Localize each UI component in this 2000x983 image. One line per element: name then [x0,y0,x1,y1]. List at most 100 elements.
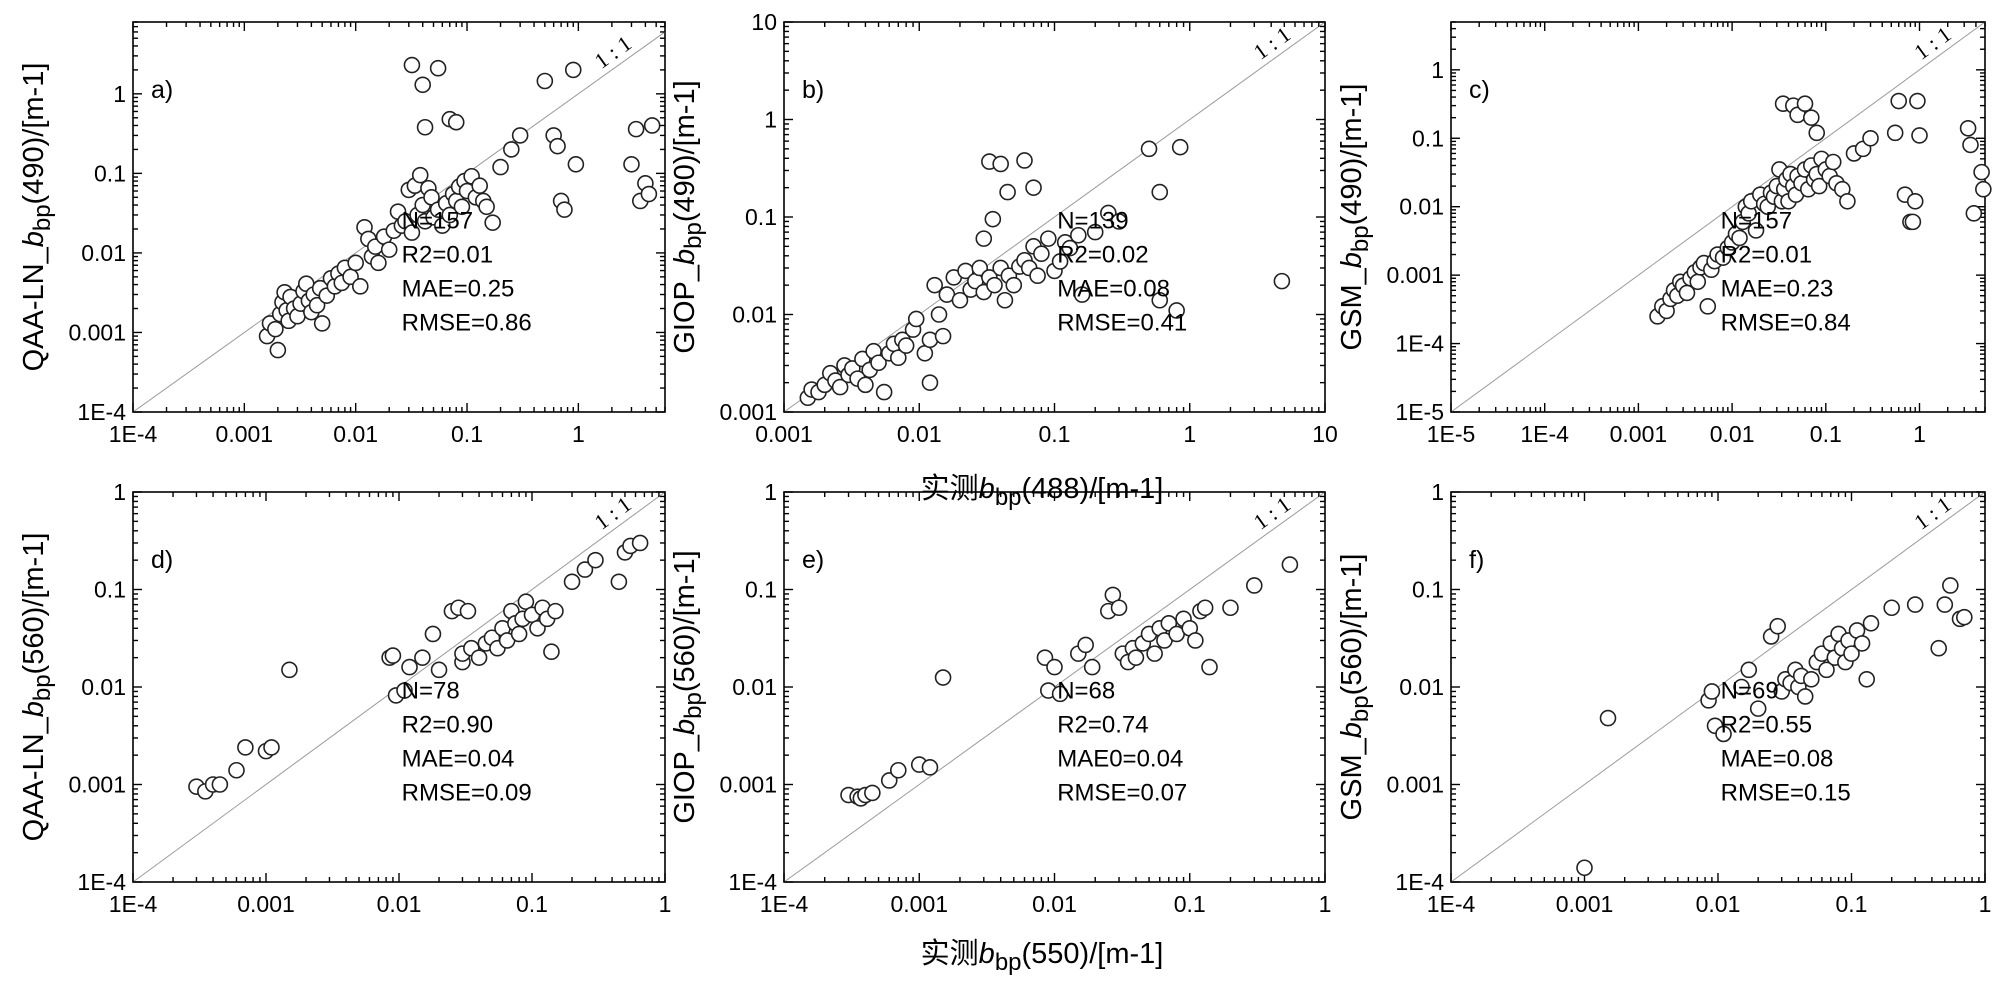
data-point [643,117,661,134]
data-point [1862,615,1880,632]
data-point [403,56,421,74]
data-point [380,241,398,258]
y-axis-title-sub: bp [1347,225,1374,252]
data-point [934,669,952,686]
data-point [1715,725,1732,743]
x-tick-label: 0.1 [1174,891,1206,917]
data-point [484,214,501,231]
data-point [951,291,969,309]
y-axis-title: GSM_bbp(490)/[m-1] [1336,84,1374,351]
data-point [1824,153,1842,171]
stat-line: R2=0.01 [402,242,493,269]
data-point [1740,661,1758,679]
x-tick-label: 1E-4 [109,421,158,447]
x-tick-label: 1 [572,421,585,447]
data-point [1959,119,1977,137]
data-point [907,310,925,328]
panel-label: a) [151,76,173,104]
data-point [1973,163,1990,181]
data-point [1201,658,1218,676]
data-point [536,72,554,90]
x-tick-label: 1E-4 [760,891,809,917]
data-point [1796,688,1814,705]
data-point [934,327,952,345]
data-point [631,534,649,552]
x-tick-label: 1 [659,891,672,917]
data-point [1187,632,1204,649]
y-axis-title: GIOP_bbp(560)/[m-1] [669,550,707,823]
y-axis-title-prefix: GSM_ [1336,737,1368,820]
y-tick-label: 10 [751,9,777,35]
data-point [1029,267,1046,285]
one-to-one-line [1450,21,1986,413]
data-point [563,573,581,591]
data-point [396,682,413,699]
data-point [1886,124,1904,142]
data-point [414,649,431,666]
panel-label: e) [802,546,824,574]
y-tick-label: 0.01 [81,674,126,700]
data-point [1051,685,1069,703]
stat-line: MAE=0.25 [402,276,515,303]
data-point [1906,192,1924,210]
y-axis-title-sub: bp [1347,695,1374,722]
data-point [1909,92,1926,110]
y-axis-title-prefix: GSM_ [1336,267,1368,350]
data-point [1245,577,1263,594]
data-point [1911,127,1928,144]
data-point [1110,213,1128,230]
data-point [1005,276,1023,294]
x-axis-title-top: 实测bbp(488)/[m-1] [921,472,1164,511]
stat-line: R2=0.90 [402,712,493,739]
one-to-one-label: 1 : 1 [1909,491,1955,534]
data-point [1843,645,1860,662]
stat-line: RMSE=0.15 [1721,780,1851,807]
y-tick-label: 0.01 [732,302,777,328]
data-point [1016,152,1033,169]
data-point [556,201,573,218]
data-point [921,374,939,391]
data-point [1168,302,1185,319]
data-point [1146,645,1163,662]
data-point [1731,229,1748,247]
data-point [351,278,369,295]
y-axis-title-prefix: QAA-LN_ [18,246,50,371]
data-point [1906,596,1924,613]
panel-c: 1 : 1 1E-5 1E-4 0.001 0.01 0.1 1 1E-5 1E-4 0.001 0… [1336,21,1992,447]
data-point [401,658,418,676]
x-tick-label: 1E-4 [109,891,158,917]
y-tick-label: 0.1 [94,577,126,603]
data-point [996,291,1014,309]
data-point [1273,272,1291,290]
data-point [429,59,447,77]
data-point [1890,92,1908,110]
data-point [308,296,326,314]
y-tick-label: 1E-4 [1395,331,1444,357]
data-point [1171,138,1189,156]
data-point [211,776,229,793]
x-tick-label: 0.001 [1610,421,1668,447]
data-point [1975,180,1992,198]
x-tick-label: 0.001 [1556,891,1614,917]
data-point [549,137,566,155]
data-point [921,759,939,776]
data-point [1051,253,1069,270]
y-tick-label: 1E-4 [77,399,126,425]
data-point [1281,556,1299,573]
data-point [503,141,520,158]
data-point [1853,635,1871,652]
y-axis-title-suffix: (560)/[m-1] [669,550,701,692]
data-point [1769,617,1786,635]
data-point [870,354,887,372]
stat-line: MAE=0.23 [1721,276,1834,303]
one-to-one-label: 1 : 1 [1249,21,1295,64]
panel-label: d) [151,546,173,574]
data-point [1803,670,1820,688]
data-point [471,177,489,194]
panel-f: 1 : 1 1E-4 0.001 0.01 0.1 1 1E-4 0.001 0.01 0.1 1 G… [1336,479,1991,917]
y-axis-title-main: b [669,249,701,265]
data-point [547,602,564,620]
data-point [441,206,459,224]
data-point [414,76,432,94]
